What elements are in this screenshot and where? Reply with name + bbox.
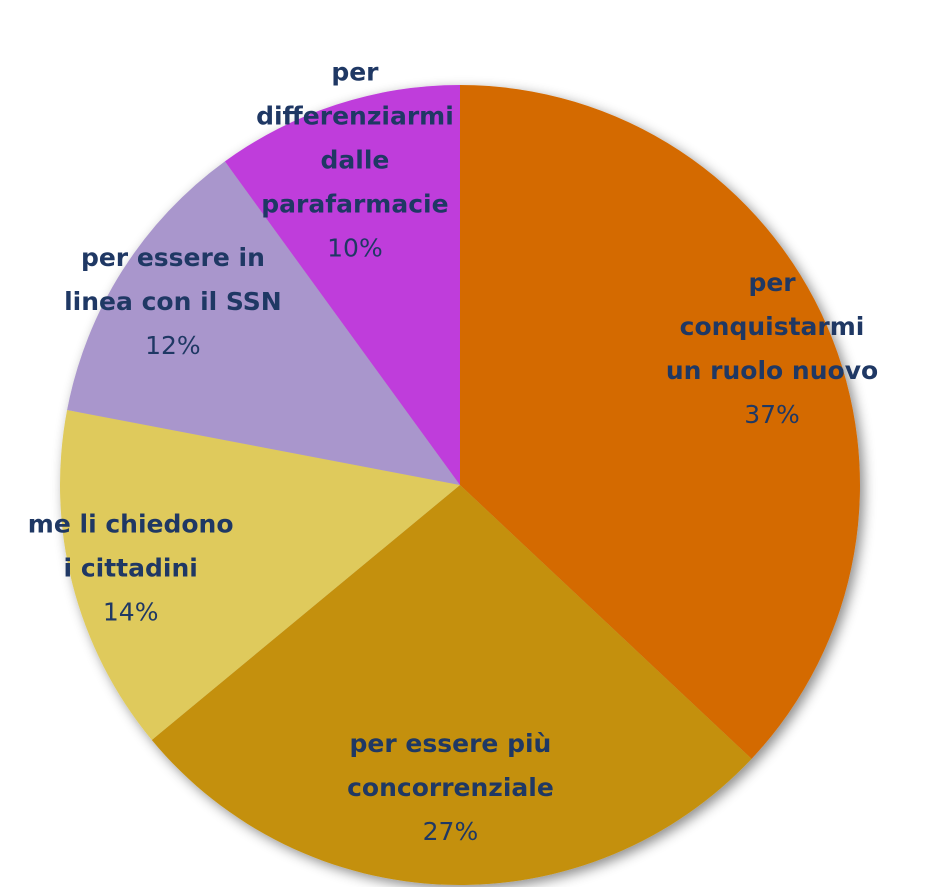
slice-label: conquistarmi	[680, 312, 865, 341]
slice-label: per essere in	[81, 243, 265, 272]
slice-label: linea con il SSN	[64, 287, 282, 316]
pie-slice	[67, 161, 461, 486]
pie-slice	[151, 485, 752, 886]
slice-label: per essere più	[350, 729, 552, 758]
value-label: 27%	[423, 817, 479, 846]
value-label: 14%	[103, 598, 159, 627]
pie-slice	[224, 85, 460, 485]
slice-label: concorrenziale	[347, 773, 554, 802]
slice-label: per	[331, 58, 379, 87]
slice-label: parafarmacie	[261, 190, 448, 219]
slice-label: me li chiedono	[28, 510, 234, 539]
slice-label: un ruolo nuovo	[666, 356, 878, 385]
slice-label: i cittadini	[64, 554, 198, 583]
pie-slice	[60, 410, 460, 740]
value-label: 10%	[327, 234, 383, 263]
pie	[60, 85, 860, 886]
pie-slice	[460, 85, 860, 759]
slice-label: differenziarmi	[256, 102, 454, 131]
value-label: 12%	[145, 331, 201, 360]
slice-label: dalle	[320, 146, 389, 175]
labels: per conquistarmi un ruolo nuovo 37% per esse…	[28, 58, 878, 846]
slice-label: per	[748, 268, 796, 297]
value-label: 37%	[744, 400, 800, 429]
